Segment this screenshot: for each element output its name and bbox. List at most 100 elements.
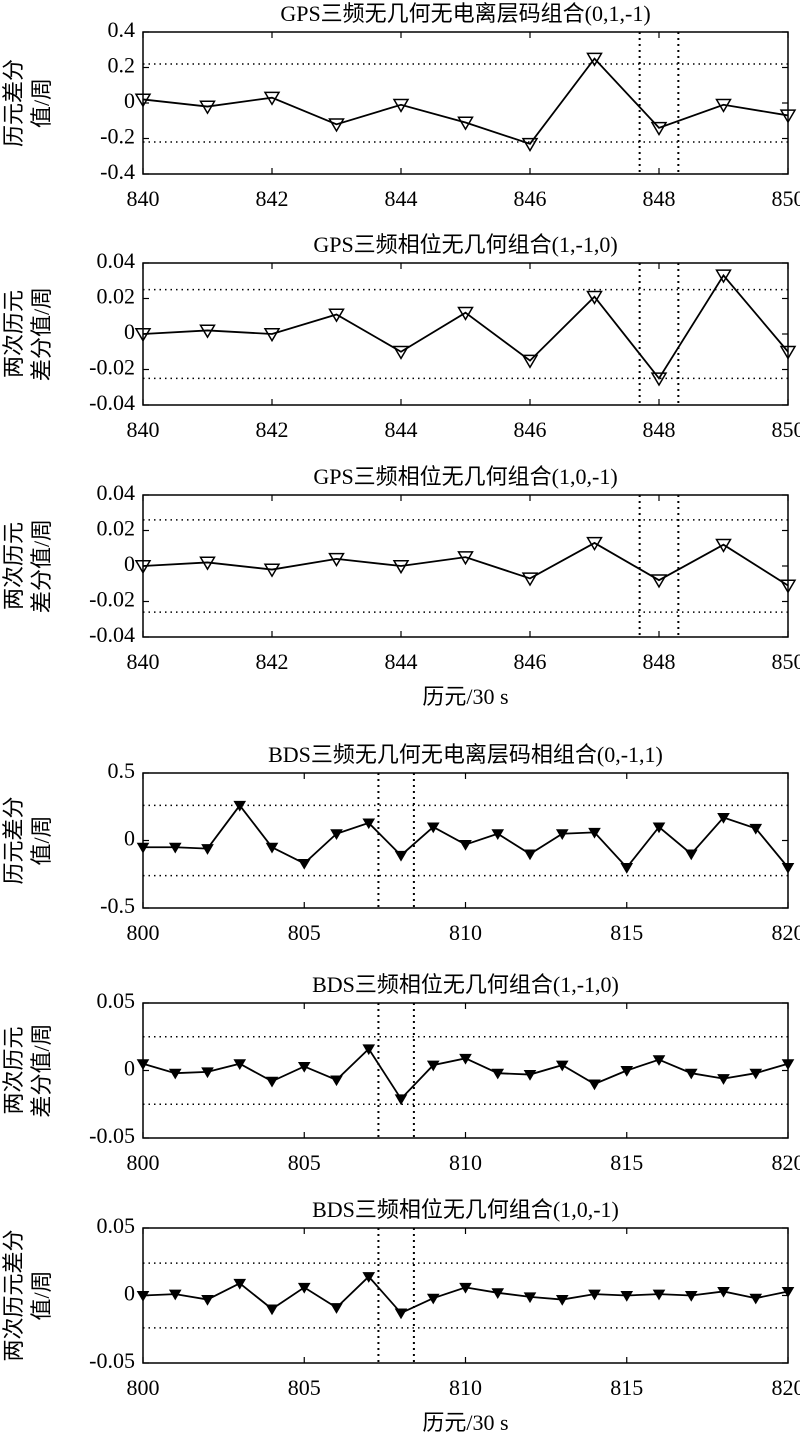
y-axis-label: 两次历元 — [1, 290, 26, 378]
data-point — [392, 98, 410, 113]
x-tick-label: 850 — [772, 186, 800, 211]
axes-frame — [142, 772, 789, 909]
data-point — [715, 538, 732, 553]
data-point — [168, 842, 182, 854]
data-point — [263, 328, 281, 343]
x-tick-label: 810 — [449, 1375, 482, 1400]
data-point — [491, 1288, 505, 1300]
data-point — [491, 1068, 505, 1080]
x-tick-label: 844 — [385, 417, 418, 442]
axes-frame — [142, 1227, 789, 1364]
chart-title: BDS三频相位无几何组合(1,0,-1) — [312, 1197, 619, 1222]
y-axis-label: 值/周 — [29, 78, 54, 128]
data-point — [328, 118, 345, 133]
y-tick-label: -0.02 — [89, 355, 135, 380]
y-tick-label: 0.05 — [97, 988, 136, 1013]
x-tick-label: 800 — [127, 1375, 160, 1400]
data-point — [684, 1068, 698, 1080]
x-tick-label: 850 — [772, 417, 800, 442]
data-point — [620, 863, 634, 874]
x-axis-label: 历元/30 s — [422, 1410, 508, 1435]
data-point — [392, 560, 410, 575]
data-point — [523, 849, 537, 861]
data-point — [328, 552, 345, 568]
x-tick-label: 805 — [288, 920, 321, 945]
chart-title: BDS三频相位无几何组合(1,-1,0) — [312, 972, 619, 997]
y-axis-label: 历元差分 — [1, 796, 26, 884]
data-point — [652, 1055, 666, 1066]
data-point — [588, 1289, 601, 1301]
y-tick-label: 0.2 — [108, 53, 136, 78]
x-tick-label: 840 — [127, 649, 160, 674]
x-tick-label: 848 — [643, 417, 676, 442]
data-point — [586, 290, 603, 305]
data-point — [620, 1066, 634, 1077]
data-point — [199, 324, 216, 339]
data-point — [749, 1293, 763, 1305]
data-point — [586, 536, 603, 552]
data-point — [684, 849, 698, 861]
y-tick-label: 0 — [124, 826, 135, 851]
x-tick-label: 815 — [610, 920, 643, 945]
x-tick-label: 800 — [127, 1150, 160, 1175]
x-tick-label: 842 — [256, 649, 289, 674]
x-tick-label: 842 — [256, 417, 289, 442]
data-point — [717, 1074, 730, 1085]
y-axis-label: 值/周 — [29, 815, 54, 865]
y-tick-label: 0.4 — [108, 17, 136, 42]
data-point — [394, 850, 408, 862]
data-point — [265, 1076, 279, 1088]
y-tick-label: 0.05 — [97, 1213, 136, 1238]
data-point — [523, 1070, 537, 1081]
data-point — [328, 308, 345, 323]
data-point — [521, 572, 539, 587]
data-point — [652, 1289, 666, 1301]
data-point — [555, 1060, 569, 1072]
x-tick-label: 805 — [288, 1375, 321, 1400]
x-tick-label: 810 — [449, 1150, 482, 1175]
data-point — [459, 1282, 472, 1294]
data-point — [394, 1308, 408, 1320]
data-point — [521, 137, 539, 152]
data-point — [457, 551, 474, 566]
data-point — [330, 829, 343, 840]
y-axis-label: 两次历元 — [1, 1026, 26, 1114]
data-point — [201, 844, 214, 855]
x-tick-label: 820 — [772, 1375, 800, 1400]
x-tick-label: 846 — [514, 186, 547, 211]
y-tick-label: -0.05 — [89, 1348, 135, 1373]
y-tick-label: 0.5 — [108, 758, 136, 783]
y-axis-label: 差分值/周 — [29, 1023, 54, 1117]
x-tick-label: 844 — [385, 649, 418, 674]
data-point — [265, 1304, 279, 1316]
data-point — [588, 827, 601, 839]
data-point — [362, 1272, 376, 1283]
data-point — [652, 822, 666, 834]
y-tick-label: -0.2 — [100, 124, 135, 149]
x-tick-label: 820 — [772, 1150, 800, 1175]
x-tick-label: 815 — [610, 1375, 643, 1400]
data-point — [233, 800, 247, 812]
data-point — [297, 1282, 311, 1294]
data-point — [392, 345, 410, 360]
y-tick-label: -0.5 — [100, 893, 135, 918]
x-tick-label: 846 — [514, 649, 547, 674]
data-point — [521, 354, 539, 369]
y-tick-label: 0 — [124, 319, 135, 344]
y-tick-label: -0.05 — [89, 1123, 135, 1148]
data-point — [168, 1068, 182, 1080]
chart-title: GPS三频相位无几何组合(1,0,-1) — [313, 464, 617, 489]
y-tick-label: 0 — [124, 88, 135, 113]
x-tick-label: 800 — [127, 920, 160, 945]
data-point — [457, 116, 474, 131]
data-point — [749, 823, 763, 835]
data-point — [749, 1068, 763, 1080]
data-point — [426, 1060, 440, 1072]
data-point — [330, 1075, 343, 1087]
y-axis-label: 两次历元 — [1, 522, 26, 610]
data-point — [717, 1286, 730, 1298]
y-tick-label: 0.02 — [97, 516, 136, 541]
data-point — [394, 1094, 408, 1106]
data-point — [297, 1061, 311, 1073]
